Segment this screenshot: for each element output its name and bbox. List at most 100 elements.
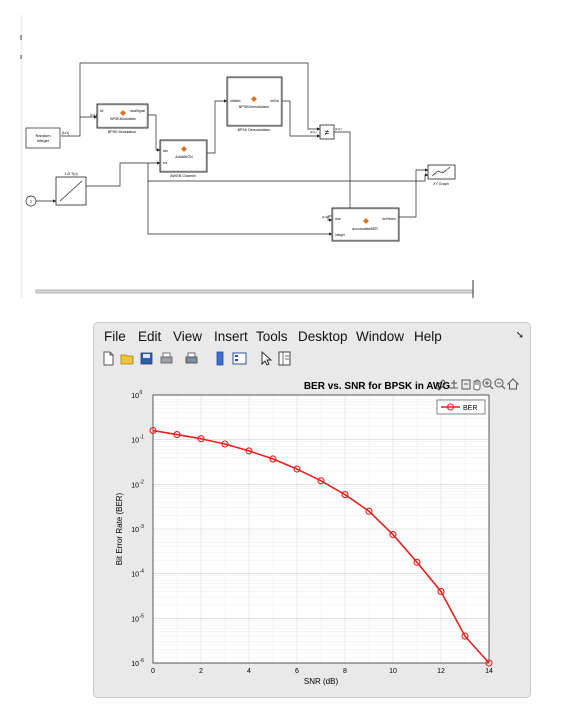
home-icon[interactable] [506, 378, 520, 390]
y-tick-label: 10 [131, 527, 139, 534]
menu-bar: File Edit View Insert Tools Desktop Wind… [94, 323, 530, 349]
x-tick-label: 2 [199, 668, 203, 675]
brush-icon[interactable] [435, 379, 447, 391]
open-folder-icon[interactable] [120, 351, 135, 366]
x-tick-label: 6 [295, 668, 299, 675]
property-inspector-icon[interactable] [277, 351, 292, 366]
figure-toolbar [94, 349, 530, 371]
menu-help[interactable]: Help [414, 329, 442, 344]
matlab-function-icon [363, 218, 369, 224]
y-tick-label: 10 [131, 572, 139, 579]
legend-box [436, 399, 486, 415]
bpsk-modulation-block[interactable]: txt modSignal BPSKModulator [96, 103, 149, 129]
ber-data-point[interactable] [413, 558, 421, 566]
legend[interactable]: BER [436, 399, 486, 415]
y-tick-exponent: -4 [140, 569, 145, 575]
bpsk-demod-in-port-label: rxbitted [230, 99, 241, 103]
axes-box [152, 394, 490, 664]
bpsk-demodulation-block[interactable]: rxbitted bitOut BPSKDemodulator [226, 76, 283, 127]
ber-data-point[interactable] [173, 431, 181, 439]
ramp-block[interactable]: 1-D T(u) [55, 172, 87, 206]
menu-window[interactable]: Window [356, 329, 405, 344]
bpsk-demod-out-port-label: bitOut [270, 99, 279, 103]
matlab-function-icon [181, 146, 187, 152]
ber-data-point[interactable] [461, 632, 469, 640]
ber-data-point[interactable] [389, 531, 397, 539]
bpsk-mod-function-label: BPSKModulator [110, 117, 136, 121]
xy-graph-block[interactable] [427, 164, 456, 180]
insert-legend-icon[interactable] [232, 351, 247, 366]
ber-data-point[interactable] [293, 465, 301, 473]
menu-view[interactable]: View [173, 329, 203, 344]
print-preview-icon[interactable] [184, 351, 199, 366]
signal-dimension-label: [1x1] [335, 127, 342, 131]
relational-operator-block[interactable]: ≠ [319, 124, 335, 140]
clock-source-block[interactable]: 1 [25, 195, 37, 207]
ber-data-point[interactable] [245, 447, 253, 455]
x-tick-label: 14 [485, 668, 493, 675]
x-tick-label: 10 [389, 668, 397, 675]
menu-tools[interactable]: Tools [256, 329, 288, 344]
zoom-in-icon[interactable] [482, 378, 494, 390]
xy-graph-caption: XY Graph [433, 182, 449, 186]
menu-file[interactable]: File [104, 329, 126, 344]
new-file-icon[interactable] [101, 351, 116, 366]
chart-title: BER vs. SNR for BPSK in AWG [304, 381, 451, 392]
legend-label: BER [463, 405, 477, 412]
ber-data-point[interactable] [149, 426, 157, 435]
accumulate-ber-block[interactable]: rbar Integer berVector accumulateBER [331, 207, 400, 242]
ber-in-port-label-2: Integer [335, 233, 346, 237]
y-tick-label: 10 [131, 661, 139, 668]
print-icon[interactable] [159, 351, 174, 366]
signal-lines [36, 62, 429, 236]
insert-colorbar-icon[interactable] [213, 351, 228, 366]
simulink-model-diagram: Random Integer [1x1] txt modSignal BPSKM… [20, 15, 474, 298]
menu-desktop[interactable]: Desktop [298, 329, 348, 344]
data-tips-icon[interactable] [450, 380, 458, 389]
diagram-horizontal-scrollbar[interactable] [35, 280, 474, 298]
ber-data-point[interactable] [365, 507, 373, 515]
axes-grid [153, 394, 489, 664]
pan-icon[interactable] [473, 379, 481, 391]
y-tick-exponent: -2 [140, 479, 145, 485]
legend-marker [446, 403, 455, 411]
y-tick-exponent: -1 [140, 435, 145, 441]
x-tick-label: 8 [343, 668, 347, 675]
ber-data-point[interactable] [221, 440, 229, 448]
ber-data-point[interactable] [317, 477, 325, 485]
ber-data-point[interactable] [269, 455, 277, 463]
ber-data-point[interactable] [437, 587, 445, 595]
ramp-icon [59, 180, 83, 202]
menu-edit[interactable]: Edit [138, 329, 162, 344]
y-tick-exponent: 0 [140, 390, 143, 396]
awgn-channel-block[interactable]: sim snr AddAWGN [159, 139, 208, 173]
y-axis-label: Bit Error Rate (BER) [115, 492, 124, 565]
ber-data-point[interactable] [485, 659, 493, 667]
bpsk-mod-caption: BPSK Modulation [108, 130, 136, 134]
zoom-out-icon[interactable] [494, 378, 506, 390]
ber-data-point[interactable] [341, 491, 349, 499]
xy-graph-icon [431, 166, 451, 177]
awgn-snr-port-label: snr [163, 161, 168, 165]
pointer-icon[interactable] [258, 351, 273, 366]
axes-toolbar [435, 378, 520, 391]
bpsk-mod-out-port-label: modSignal [130, 109, 145, 113]
matlab-function-icon [120, 110, 126, 116]
menu-insert[interactable]: Insert [214, 329, 248, 344]
bpsk-demod-function-label: BPSKDemodulator [239, 105, 270, 109]
restore-view-icon[interactable] [461, 379, 471, 390]
signal-dimension-label: [1x1] [310, 130, 317, 134]
x-tick-labels: 0 2 4 6 8 10 12 14 [151, 668, 493, 675]
save-icon[interactable] [139, 351, 154, 366]
left-scroll-strip[interactable] [20, 15, 23, 298]
random-integer-block[interactable]: Random Integer [25, 127, 61, 149]
dock-arrow-icon[interactable]: ➘ [515, 330, 524, 341]
bpsk-mod-in-port-label: txt [100, 109, 103, 113]
ber-series [149, 426, 493, 667]
y-tick-label: 10 [131, 482, 139, 489]
x-tick-label: 4 [247, 668, 251, 675]
ber-data-point[interactable] [197, 435, 205, 443]
random-integer-label-line2: Integer [37, 138, 50, 143]
